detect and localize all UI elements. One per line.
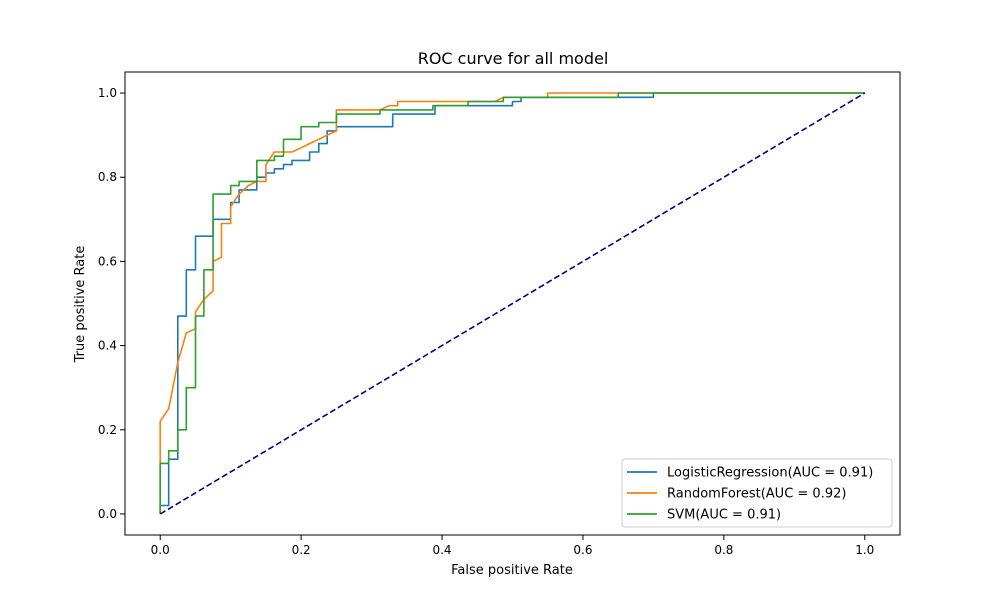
y-tick-label: 0.8 bbox=[98, 170, 117, 184]
y-tick-label: 1.0 bbox=[98, 86, 117, 100]
legend-box bbox=[621, 458, 893, 528]
x-tick-label: 0.8 bbox=[714, 543, 733, 557]
axes-frame bbox=[124, 71, 901, 536]
legend-label: RandomForest(AUC = 0.92) bbox=[667, 487, 846, 502]
plot-area bbox=[124, 71, 901, 536]
legend: LogisticRegression(AUC = 0.91) RandomFore… bbox=[621, 458, 893, 528]
x-axis-ticks: 0.0 0.2 0.4 0.6 0.8 1.0 bbox=[151, 535, 874, 557]
y-tick-label: 0.2 bbox=[98, 423, 117, 437]
chart-title: ROC curve for all model bbox=[418, 49, 609, 68]
y-tick-label: 0.4 bbox=[98, 339, 117, 353]
series-line-3 bbox=[159, 92, 865, 514]
y-axis-label: True positive Rate bbox=[73, 246, 88, 364]
y-tick-label: 0.0 bbox=[98, 507, 117, 521]
x-tick-label: 0.6 bbox=[573, 543, 592, 557]
y-axis-ticks: 0.0 0.2 0.4 0.6 0.8 1.0 bbox=[98, 86, 125, 521]
diagonal-reference-line bbox=[159, 92, 866, 515]
x-tick-label: 1.0 bbox=[855, 543, 874, 557]
x-axis-label: False positive Rate bbox=[451, 563, 573, 578]
x-tick-label: 0.0 bbox=[151, 543, 170, 557]
x-tick-label: 0.2 bbox=[292, 543, 311, 557]
x-tick-label: 0.4 bbox=[432, 543, 451, 557]
legend-label: SVM(AUC = 0.91) bbox=[667, 508, 781, 523]
series-line-1 bbox=[159, 92, 865, 514]
y-tick-label: 0.6 bbox=[98, 254, 117, 268]
series-line-2 bbox=[159, 92, 865, 514]
legend-label: LogisticRegression(AUC = 0.91) bbox=[667, 466, 873, 481]
series-layer bbox=[159, 92, 866, 515]
